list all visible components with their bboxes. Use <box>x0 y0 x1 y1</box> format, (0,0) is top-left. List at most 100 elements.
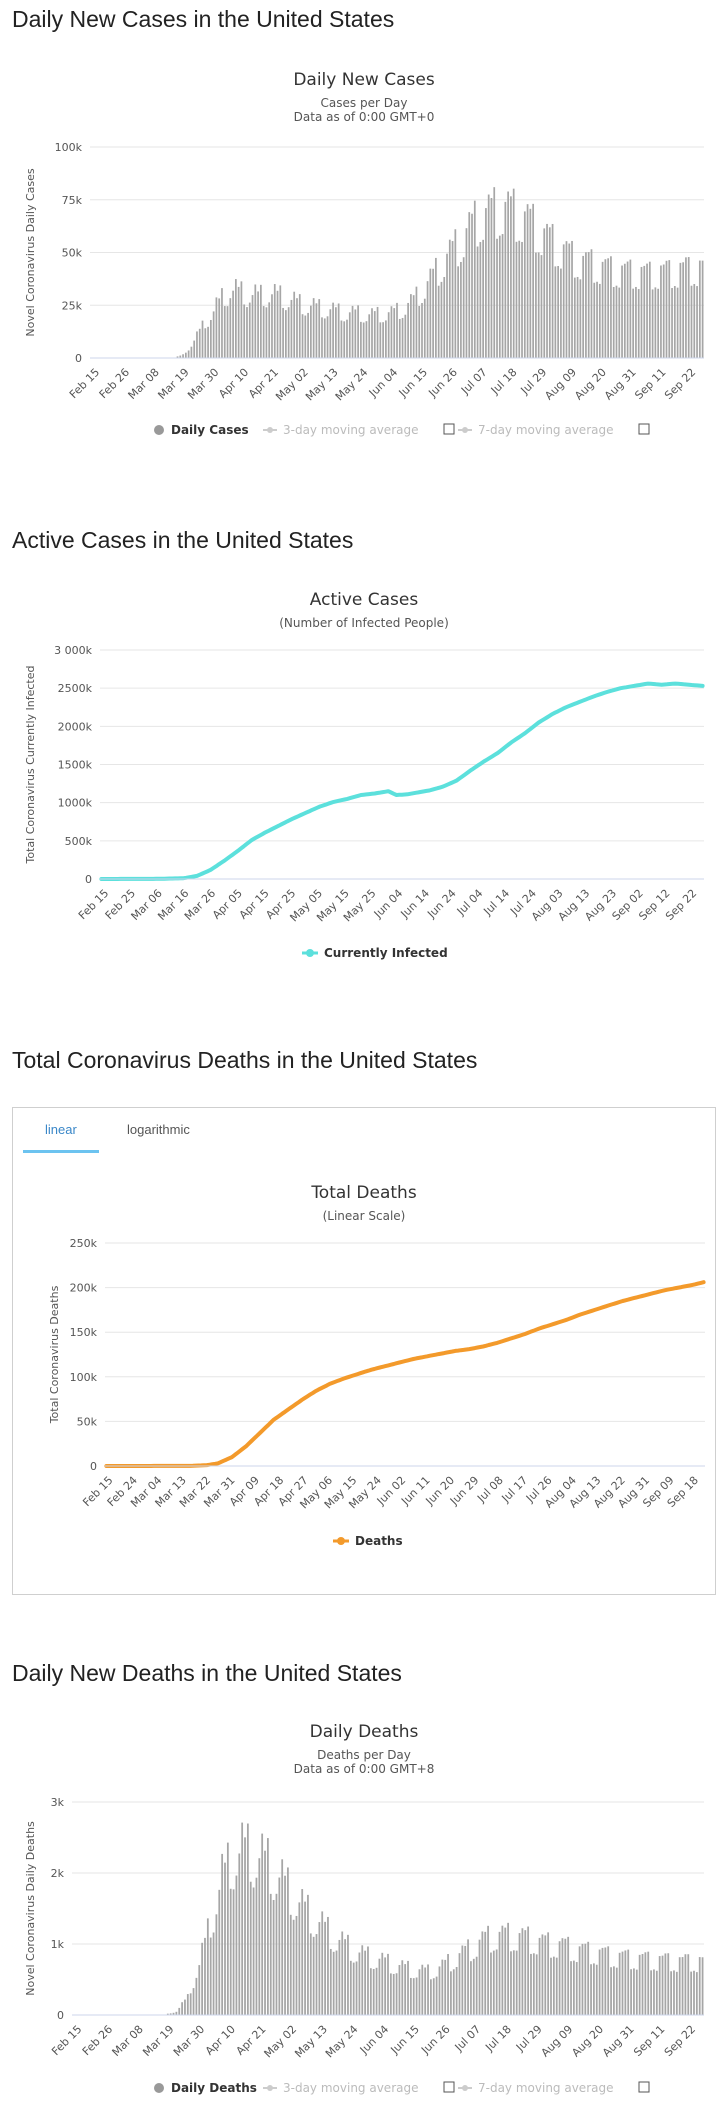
bar <box>650 1970 652 2015</box>
x-tick-label: Aug 09 <box>539 2023 576 2060</box>
y-tick-label: 2k <box>51 1867 65 1880</box>
x-tick-label: Jul 18 <box>488 366 520 398</box>
bar <box>607 1946 609 2015</box>
bar <box>327 1917 329 2015</box>
bar <box>364 1951 366 2015</box>
x-tick-label: Mar 08 <box>110 2023 146 2059</box>
bar <box>644 1952 646 2015</box>
bar <box>384 1957 386 2015</box>
bar <box>674 286 676 358</box>
bar <box>507 1923 509 2015</box>
bar <box>185 353 187 358</box>
x-tick-label: Mar 30 <box>185 366 221 402</box>
bar <box>216 297 218 358</box>
daily-cases-section-title: Daily New Cases in the United States <box>12 6 394 33</box>
bar <box>441 282 443 358</box>
legend-label: 3-day moving average <box>283 423 418 437</box>
bar <box>562 1938 564 2015</box>
bar <box>593 1963 595 2015</box>
bar <box>610 1967 612 2015</box>
x-tick-label: Sep 11 <box>632 366 668 402</box>
bar <box>685 257 687 358</box>
bar <box>524 211 526 358</box>
y-tick-label: 50k <box>77 1415 98 1428</box>
bar <box>487 1926 489 2015</box>
tab-logarithmic[interactable]: logarithmic <box>127 1122 190 1137</box>
bar <box>618 288 620 358</box>
bar <box>279 285 281 358</box>
bar <box>566 241 568 358</box>
bar <box>687 1954 689 2015</box>
bar <box>667 1953 669 2015</box>
bar <box>596 1965 598 2015</box>
bar <box>699 261 701 358</box>
bar <box>346 320 348 358</box>
bar <box>599 1950 601 2015</box>
bar <box>367 1946 369 2015</box>
bar <box>693 284 695 358</box>
bar <box>427 1964 429 2015</box>
bar <box>224 1863 226 2015</box>
bar <box>333 1952 335 2015</box>
x-tick-label: May 24 <box>323 2023 361 2061</box>
bar <box>368 314 370 358</box>
bar <box>479 242 481 358</box>
bar <box>574 278 576 358</box>
bar <box>696 1972 698 2015</box>
bar <box>347 1935 349 2015</box>
bar <box>460 262 462 358</box>
chart-title: Active Cases <box>310 590 419 610</box>
bar <box>421 303 423 358</box>
bar <box>201 1943 203 2015</box>
legend-label: Deaths <box>355 1534 403 1548</box>
x-tick-label: Jun 15 <box>388 2023 422 2057</box>
x-tick-label: Jun 24 <box>424 887 458 921</box>
bar <box>413 295 415 358</box>
x-tick-label: Mar 19 <box>140 2023 176 2059</box>
bar <box>338 1940 340 2015</box>
x-tick-label: Apr 10 <box>216 366 251 401</box>
y-axis-label: Total Coronavirus Currently Infected <box>24 666 37 865</box>
bar <box>376 1968 378 2015</box>
tab-linear[interactable]: linear <box>45 1122 77 1137</box>
bar <box>619 1953 621 2015</box>
series-line <box>101 684 702 879</box>
x-tick-label: Jul 08 <box>474 1474 506 1506</box>
bar <box>470 1961 472 2015</box>
bar <box>649 262 651 358</box>
bar <box>450 1971 452 2015</box>
bar <box>407 1961 409 2015</box>
bar <box>343 321 345 358</box>
bar <box>568 244 570 358</box>
x-tick-label: Apr 10 <box>203 2023 238 2058</box>
bar <box>499 236 501 358</box>
bar <box>604 1947 606 2015</box>
bar <box>507 192 509 358</box>
bar <box>638 289 640 358</box>
bar <box>447 1954 449 2015</box>
bar <box>657 289 659 358</box>
bar <box>316 303 318 358</box>
bar <box>677 288 679 358</box>
bar <box>663 265 665 358</box>
bar <box>296 1916 298 2015</box>
bar <box>344 1939 346 2015</box>
bar <box>181 2002 183 2015</box>
bar <box>268 302 270 358</box>
bar <box>419 1969 421 2015</box>
chart-subtitle: Deaths per Day <box>317 1748 411 1762</box>
bar <box>238 287 240 358</box>
bar <box>330 1949 332 2015</box>
bar <box>673 1970 675 2015</box>
bar <box>556 1958 558 2015</box>
bar <box>370 1968 372 2015</box>
bar <box>313 298 315 358</box>
bar <box>202 321 204 358</box>
chart-title: Daily New Cases <box>293 70 435 90</box>
legend-checkbox <box>639 2082 649 2092</box>
bar <box>332 303 334 358</box>
bar <box>463 257 465 358</box>
bar <box>702 1957 704 2015</box>
bar <box>690 1972 692 2015</box>
bar <box>570 1961 572 2015</box>
